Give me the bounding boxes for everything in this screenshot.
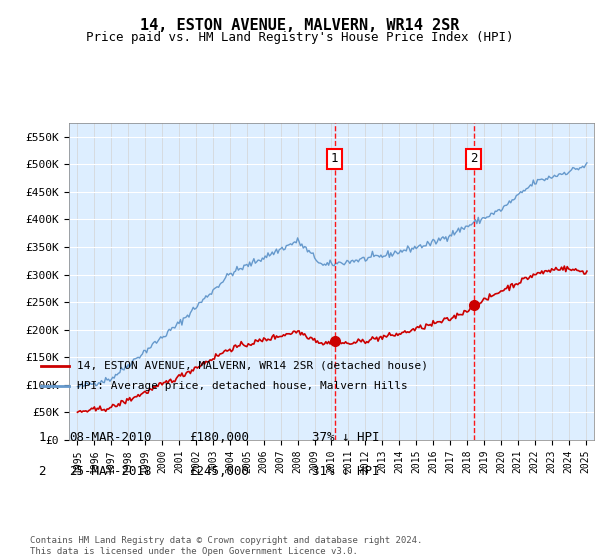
Text: 14, ESTON AVENUE, MALVERN, WR14 2SR: 14, ESTON AVENUE, MALVERN, WR14 2SR [140,18,460,33]
Text: 1: 1 [38,431,46,445]
Text: 37% ↓ HPI: 37% ↓ HPI [312,431,380,445]
Text: 14, ESTON AVENUE, MALVERN, WR14 2SR (detached house): 14, ESTON AVENUE, MALVERN, WR14 2SR (det… [77,361,428,371]
Text: 1: 1 [331,152,338,165]
Text: 25-MAY-2018: 25-MAY-2018 [69,465,151,478]
Text: HPI: Average price, detached house, Malvern Hills: HPI: Average price, detached house, Malv… [77,381,407,391]
Text: 2: 2 [38,465,46,478]
Text: 08-MAR-2010: 08-MAR-2010 [69,431,151,445]
Text: 2: 2 [470,152,478,165]
Text: £180,000: £180,000 [189,431,249,445]
Text: Price paid vs. HM Land Registry's House Price Index (HPI): Price paid vs. HM Land Registry's House … [86,31,514,44]
Text: Contains HM Land Registry data © Crown copyright and database right 2024.
This d: Contains HM Land Registry data © Crown c… [30,536,422,556]
Text: £245,000: £245,000 [189,465,249,478]
Text: 31% ↓ HPI: 31% ↓ HPI [312,465,380,478]
